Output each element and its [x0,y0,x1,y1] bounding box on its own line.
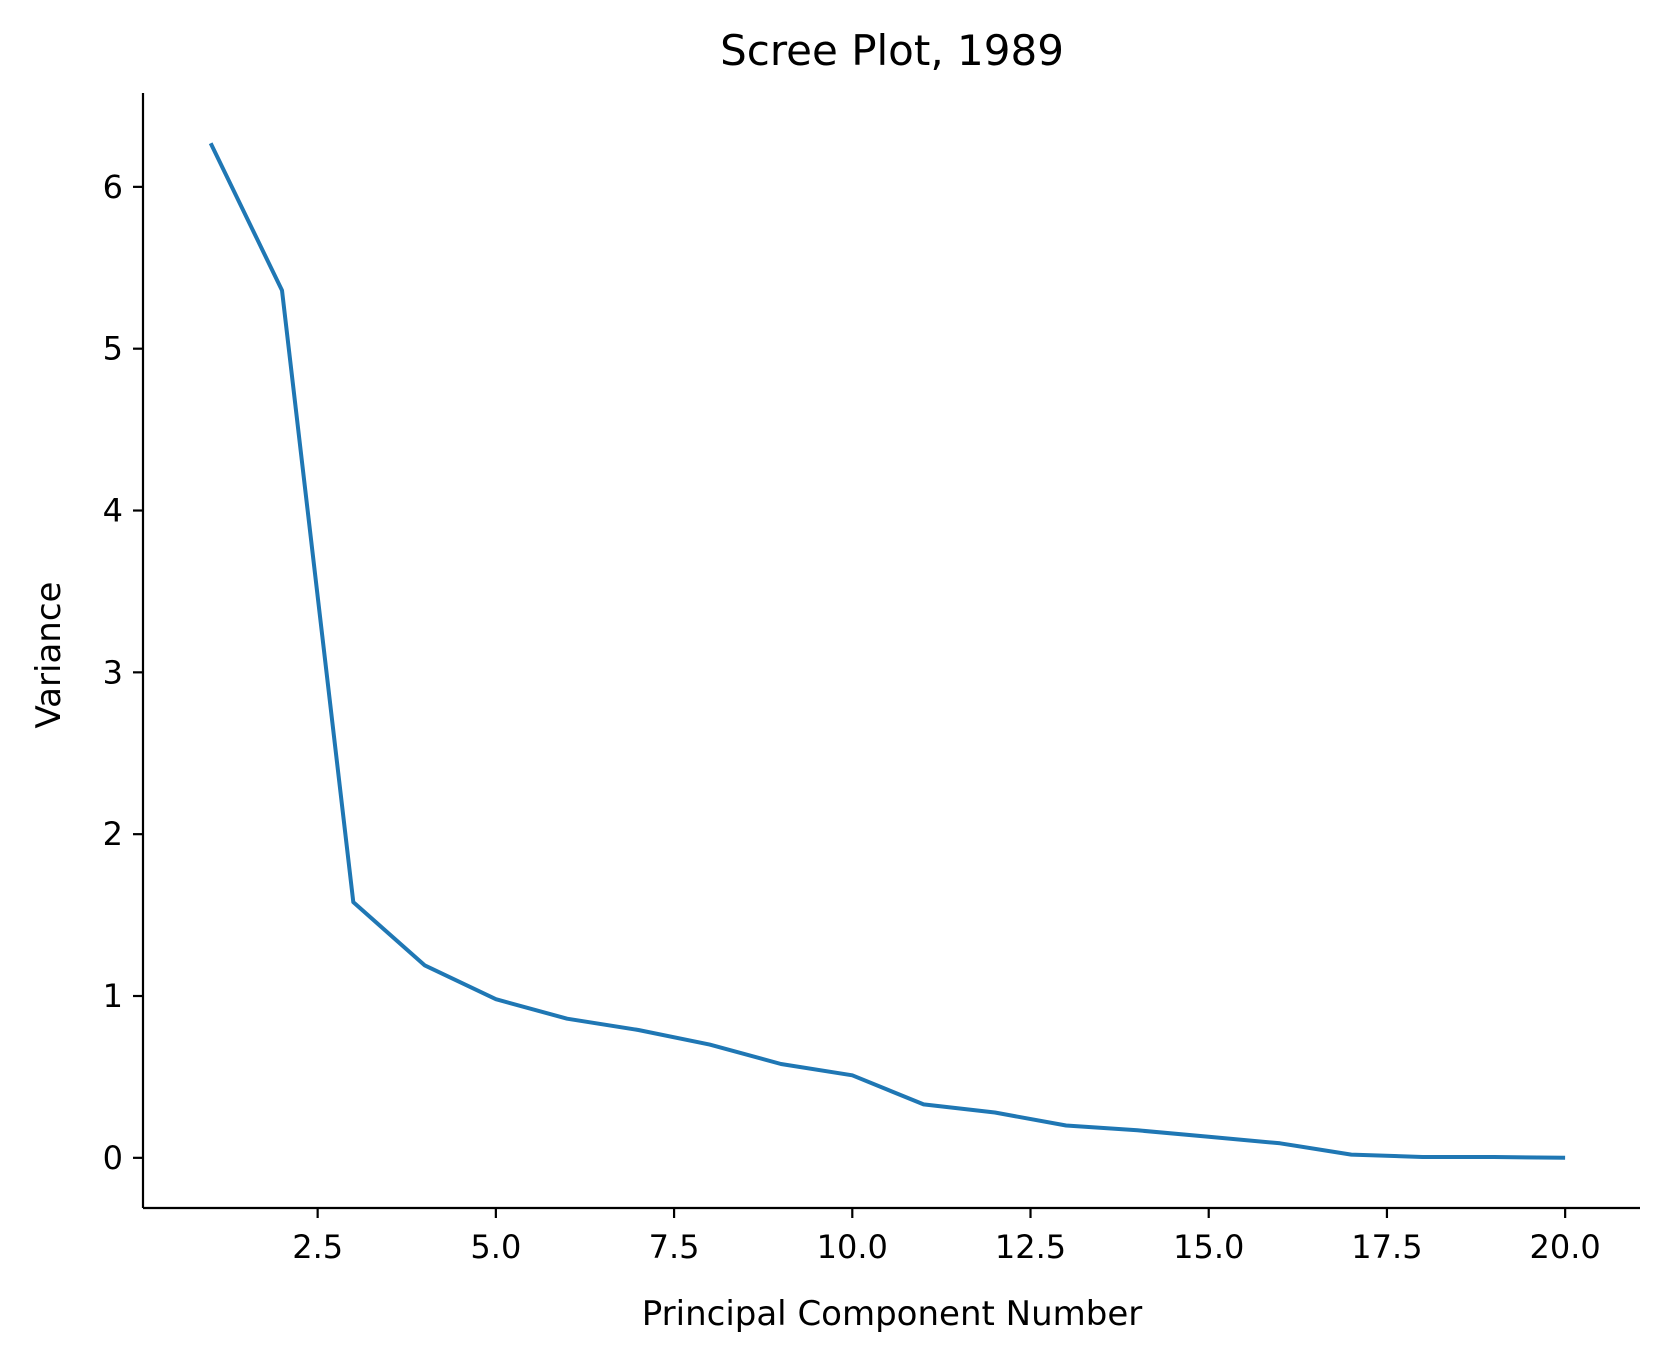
x-tick-label: 7.5 [649,1228,700,1266]
series-layer [208,142,1566,1160]
y-tick-label: 0 [103,1139,123,1177]
variance-series-line [208,142,1566,1160]
x-tick-label: 2.5 [292,1228,343,1266]
x-axis-label: Principal Component Number [642,1294,1142,1334]
x-axis-ticks: 2.5 5.0 7.5 10.0 12.5 15.0 17.5 20.0 [292,1208,1601,1266]
x-tick-label: 5.0 [470,1228,521,1266]
y-axis-label: Variance [29,582,69,729]
y-tick-label: 3 [103,653,123,691]
x-tick-label: 17.5 [1351,1228,1422,1266]
x-tick-label: 15.0 [1173,1228,1244,1266]
axes-spines [141,93,1640,1210]
y-tick-label: 1 [103,977,123,1015]
y-axis-ticks: 0 1 2 3 4 5 6 [103,168,143,1177]
y-tick-label: 2 [103,815,123,853]
chart-title: Scree Plot, 1989 [720,26,1064,75]
x-tick-label: 20.0 [1530,1228,1601,1266]
x-tick-label: 12.5 [995,1228,1066,1266]
x-tick-label: 10.0 [817,1228,888,1266]
y-tick-label: 5 [103,330,123,368]
y-tick-label: 6 [103,168,123,206]
y-tick-label: 4 [103,492,123,530]
